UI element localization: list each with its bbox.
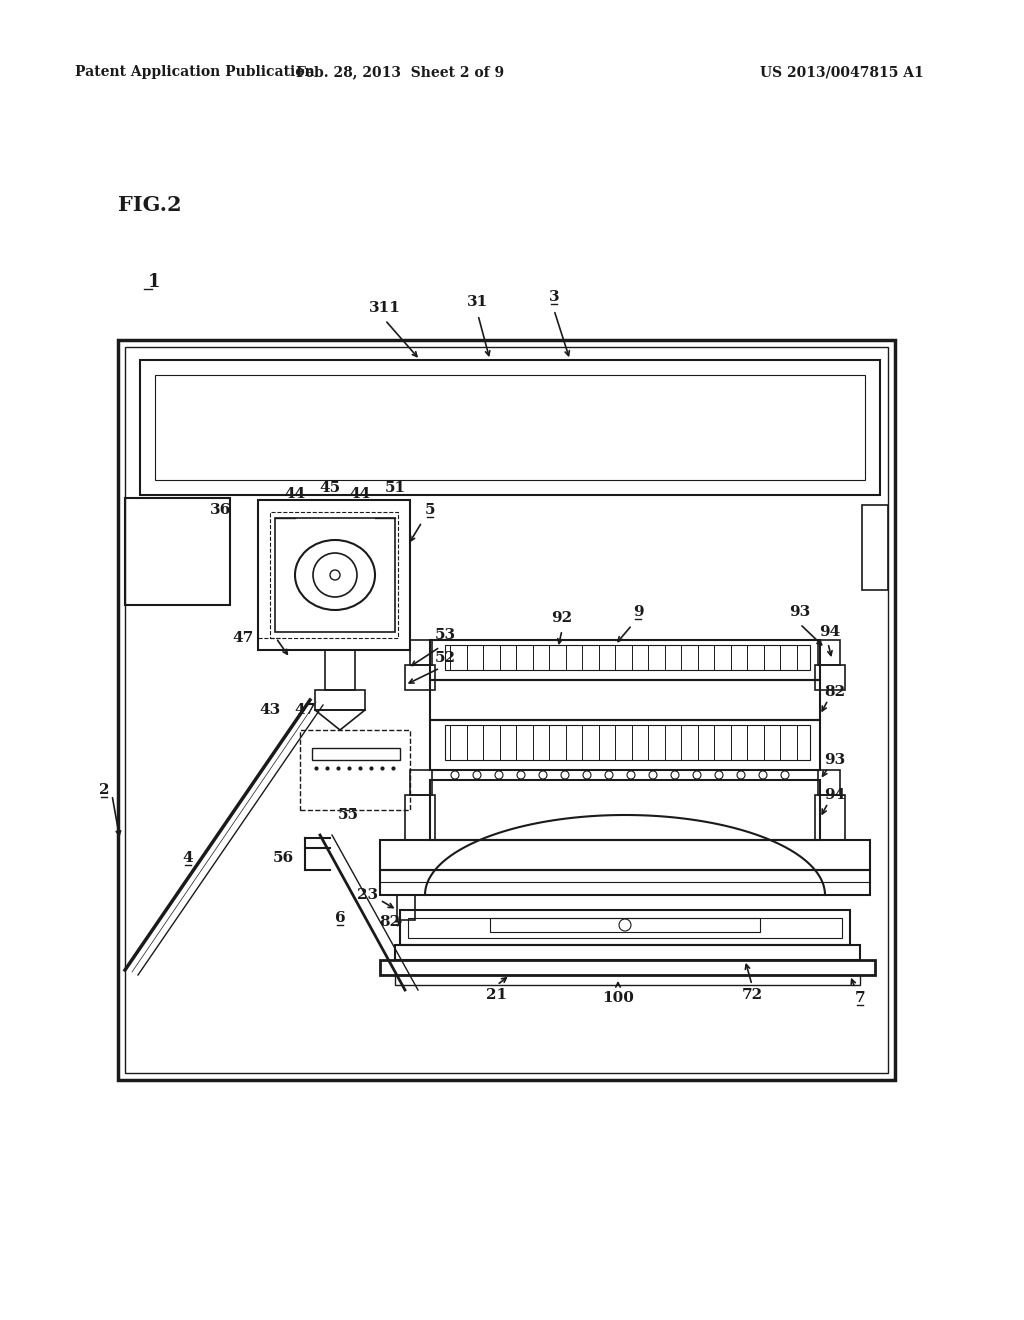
Text: 56: 56: [272, 851, 294, 865]
Bar: [380, 870, 870, 895]
Text: 94: 94: [819, 624, 841, 639]
Bar: [445, 725, 810, 760]
Bar: [430, 640, 820, 680]
Text: US 2013/0047815 A1: US 2013/0047815 A1: [760, 65, 924, 79]
Text: 44: 44: [285, 487, 305, 502]
Bar: [125, 347, 888, 1073]
Text: 94: 94: [824, 788, 846, 803]
Bar: [406, 795, 435, 840]
Bar: [862, 506, 888, 590]
Bar: [325, 649, 355, 690]
Text: 93: 93: [790, 605, 811, 619]
Bar: [410, 770, 432, 795]
Text: 100: 100: [602, 991, 634, 1005]
Text: 5: 5: [425, 503, 435, 517]
Bar: [430, 780, 820, 840]
Bar: [400, 909, 850, 945]
Text: 82: 82: [380, 915, 400, 929]
Bar: [315, 690, 365, 710]
Bar: [258, 500, 410, 649]
Bar: [380, 960, 874, 975]
Text: 36: 36: [210, 503, 231, 517]
Bar: [118, 341, 895, 1080]
Bar: [818, 640, 840, 665]
Text: Feb. 28, 2013  Sheet 2 of 9: Feb. 28, 2013 Sheet 2 of 9: [296, 65, 504, 79]
Bar: [155, 375, 865, 480]
Bar: [815, 795, 845, 840]
Text: 45: 45: [319, 480, 341, 495]
Bar: [445, 645, 810, 671]
Bar: [408, 917, 842, 939]
Bar: [430, 680, 820, 719]
Text: 6: 6: [335, 911, 345, 925]
Text: 92: 92: [552, 611, 572, 624]
Text: 44: 44: [349, 487, 371, 502]
Text: 4: 4: [182, 851, 194, 865]
Text: 43: 43: [259, 704, 281, 717]
Bar: [140, 360, 880, 495]
Text: 51: 51: [384, 480, 406, 495]
Text: 1: 1: [148, 273, 161, 290]
Bar: [818, 770, 840, 795]
Text: 7: 7: [855, 991, 865, 1005]
Bar: [395, 975, 860, 985]
Bar: [300, 730, 410, 810]
Text: 82: 82: [824, 685, 846, 700]
Text: 23: 23: [357, 888, 379, 902]
Bar: [312, 748, 400, 760]
Bar: [380, 840, 870, 870]
Text: Patent Application Publication: Patent Application Publication: [75, 65, 314, 79]
Text: 21: 21: [486, 987, 508, 1002]
Text: 72: 72: [741, 987, 763, 1002]
Bar: [815, 665, 845, 690]
Text: 53: 53: [434, 628, 456, 642]
Bar: [410, 640, 432, 665]
Text: 93: 93: [824, 752, 846, 767]
Text: FIG.2: FIG.2: [118, 195, 181, 215]
Bar: [125, 498, 230, 605]
Text: 2: 2: [98, 783, 110, 797]
Text: 31: 31: [467, 294, 488, 309]
Bar: [395, 945, 860, 960]
Text: 52: 52: [434, 651, 456, 665]
Text: 3: 3: [549, 290, 559, 304]
Bar: [430, 719, 820, 770]
Text: 311: 311: [369, 301, 401, 315]
Bar: [397, 895, 415, 920]
Text: 47: 47: [294, 704, 315, 717]
Bar: [406, 665, 435, 690]
Bar: [275, 517, 395, 632]
Text: 9: 9: [633, 605, 643, 619]
Bar: [490, 917, 760, 932]
Text: 55: 55: [338, 808, 358, 822]
Text: 47: 47: [232, 631, 254, 645]
Bar: [270, 512, 398, 638]
